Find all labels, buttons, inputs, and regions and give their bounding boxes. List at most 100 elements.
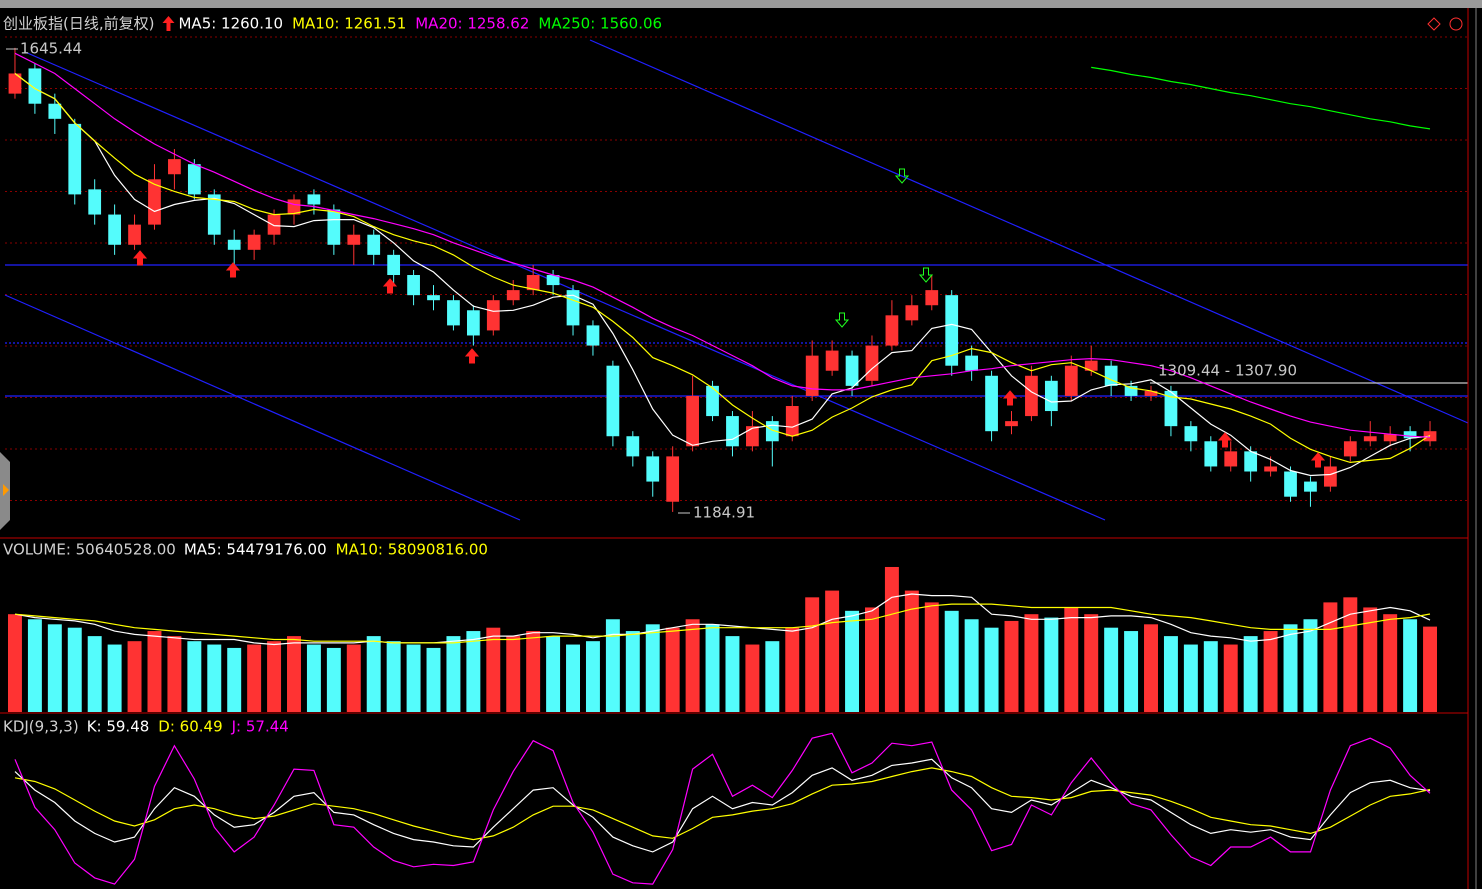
volume-bar [1124,631,1139,712]
candle-body [447,300,460,326]
candle-body [626,436,640,457]
volume-bar [7,614,22,712]
volume-bar [725,636,740,712]
indicator-line [14,73,1431,464]
candle-body [28,68,42,104]
volume-bar [1004,620,1019,712]
indicator-line [1091,66,1431,130]
volume-bar [825,590,840,712]
volume-bar [984,627,999,712]
legend-entry: MA20: 1258.62 [415,15,529,33]
candle-body [128,224,141,245]
legend-entry: K: 59.48 [87,718,150,736]
candle-body [985,375,998,432]
volume-bar [1283,624,1298,712]
buy-signal-arrow [1002,390,1018,406]
volume-bar [765,641,780,712]
candle-body [1343,441,1357,457]
volume-bar [267,641,282,712]
candle-body [1144,390,1158,396]
window-buttons[interactable] [1427,17,1463,31]
volume-bar [1303,619,1318,712]
sell-signal-arrow [918,267,934,283]
candle-body [865,345,879,381]
volume-bar [326,647,341,712]
panel-title: 创业板指(日线,前复权) [3,15,154,33]
buy-signal-arrow [132,250,148,266]
candle-body [387,254,401,276]
volume-bar [1383,614,1398,712]
trend-line [24,51,1106,521]
volume-bar [287,636,301,712]
volume-bar [386,641,401,712]
volume-bar [705,624,720,712]
volume-bar [1243,636,1258,712]
maximize-button[interactable] [1427,17,1441,31]
volume-bar [466,631,481,712]
candle-body [1044,380,1058,412]
buy-signal-arrow [225,262,241,278]
indicator-line [14,603,1431,644]
candle-body [1423,431,1437,442]
volume-bar [107,644,122,712]
volume-bar [964,619,979,712]
buy-signal-arrow [464,348,480,364]
candle-body [965,355,979,371]
volume-bar [147,631,162,712]
candle-body [1124,385,1138,396]
volume-bar [127,641,142,712]
legend-entry: MA5: 1260.10 [178,15,283,33]
candle-body [746,426,759,447]
volume-bar [207,644,222,712]
buy-signal-arrow [1217,432,1233,448]
volume-bar [645,624,660,712]
candle-body [726,416,739,447]
legend-entry: D: 60.49 [158,718,222,736]
volume-bar [1163,636,1178,712]
candle-body [686,395,699,447]
close-button[interactable] [1449,17,1463,31]
trend-line [589,39,1469,424]
volume-bar [1423,626,1438,712]
volume-bar [27,619,42,712]
volume-bar [566,644,580,712]
drawings [4,39,1469,521]
toolbar-strip [0,0,1482,8]
candle-body [1184,426,1198,442]
volume-bar [1084,614,1099,712]
volume-bar [1024,614,1039,712]
legend-entry: MA5: 54479176.00 [184,541,327,559]
volume-bar [486,627,501,712]
candle-body [1383,434,1397,442]
candle-body [407,275,420,296]
price-range-label: 1309.44 - 1307.90 [1158,362,1297,380]
legend-entry: MA10: 58090816.00 [336,541,488,559]
volume-bar [1403,619,1418,712]
candle-body [68,123,82,195]
candle-body [1064,365,1078,396]
side-handle[interactable] [0,452,10,530]
candle-body [307,194,321,205]
ma-indicator-arrow [162,16,175,31]
candle-body [207,194,221,235]
candle-body [108,214,121,245]
side-handle-arrow [3,484,9,496]
candle-body [367,234,381,255]
volume-bar [526,631,541,712]
volume-bar [87,636,102,712]
candle-body [1363,436,1377,442]
candle-body [825,350,839,371]
volume-bar [167,636,182,712]
indicator-line [14,732,1431,885]
candle-body [606,365,620,437]
volume-bar [1064,607,1079,712]
candle-body [785,406,799,437]
candle-body [506,290,520,301]
candle-body [1403,431,1417,439]
volume-bar [904,590,919,712]
trend-line [4,294,521,521]
volume-bar [1263,631,1278,712]
indicator-line [14,52,1431,438]
